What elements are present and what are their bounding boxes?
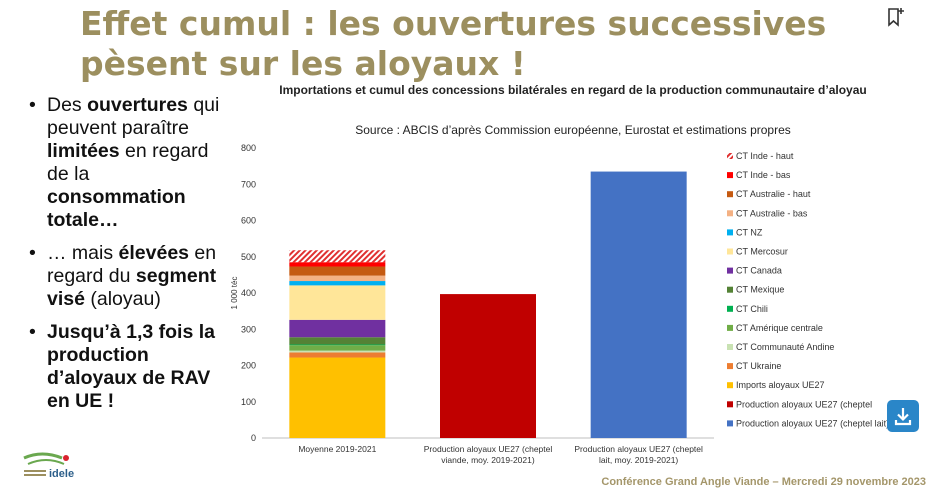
legend-swatch xyxy=(727,305,733,312)
y-axis-label: 1 000 téc xyxy=(230,277,239,310)
legend-label: CT NZ xyxy=(736,227,763,237)
legend-swatch xyxy=(727,420,733,427)
svg-text:idele: idele xyxy=(49,468,74,480)
bar-segment xyxy=(289,319,386,338)
legend-label: Production aloyaux UE27 (cheptel xyxy=(736,399,872,409)
y-tick-label: 700 xyxy=(241,179,256,189)
bar-segment xyxy=(289,285,386,320)
bullet-item: Jusqu’à 1,3 fois la production d’aloyaux… xyxy=(25,321,225,413)
legend-label: CT Inde - haut xyxy=(736,151,794,161)
y-tick-label: 100 xyxy=(241,397,256,407)
bar-segment xyxy=(289,337,386,345)
download-icon xyxy=(894,408,912,426)
legend-swatch xyxy=(727,248,733,255)
x-tick-label: lait, moy. 2019-2021) xyxy=(599,455,678,465)
legend-label: CT Communauté Andine xyxy=(736,342,834,352)
bar-segment xyxy=(289,345,386,351)
legend-label: CT Chili xyxy=(736,304,768,314)
x-tick-label: Production aloyaux UE27 (cheptel xyxy=(574,444,703,454)
bullet-list: Des ouvertures qui peuvent paraître limi… xyxy=(25,94,225,423)
idele-logo: idele xyxy=(18,446,88,490)
bullet-text: segment visé xyxy=(47,265,217,310)
legend-swatch xyxy=(727,363,733,370)
legend-swatch xyxy=(727,172,733,179)
legend-label: CT Amérique centrale xyxy=(736,323,823,333)
y-tick-label: 0 xyxy=(251,433,256,443)
x-tick-label: viande, moy. 2019-2021) xyxy=(441,455,535,465)
bar-segment xyxy=(289,275,386,282)
slide-title: Effet cumul : les ouvertures successives… xyxy=(80,4,827,83)
legend-swatch xyxy=(727,267,733,274)
bookmark-icon[interactable] xyxy=(884,6,906,28)
legend-label: Imports aloyaux UE27 xyxy=(736,380,825,390)
chart-title: Importations et cumul des concessions bi… xyxy=(279,83,867,97)
bullet-text: Jusqu’à 1,3 fois la production d’aloyaux… xyxy=(47,321,215,412)
bullet-text: en regard de la xyxy=(47,140,209,185)
legend-label: CT Australie - haut xyxy=(736,189,811,199)
x-tick-label: Production aloyaux UE27 (cheptel xyxy=(424,444,553,454)
legend-swatch xyxy=(727,153,733,159)
bar-segment xyxy=(289,350,386,353)
bullet-item: Des ouvertures qui peuvent paraître limi… xyxy=(25,94,225,232)
bullet-item: … mais élevées en regard du segment visé… xyxy=(25,242,225,311)
bar-segment xyxy=(289,357,386,438)
legend-swatch xyxy=(727,286,733,293)
legend-swatch xyxy=(727,229,733,236)
y-tick-label: 600 xyxy=(241,216,256,226)
bar-segment xyxy=(289,352,386,358)
legend-label: CT Canada xyxy=(736,266,782,276)
legend-label: CT Ukraine xyxy=(736,361,781,371)
download-button[interactable] xyxy=(887,400,919,432)
legend-swatch xyxy=(727,324,733,331)
legend-swatch xyxy=(727,191,733,198)
bullet-text: élevées xyxy=(118,242,190,264)
bar-segment xyxy=(590,171,687,438)
bar-segment xyxy=(440,294,536,438)
y-tick-label: 400 xyxy=(241,288,256,298)
footer-text: Conférence Grand Angle Viande – Mercredi… xyxy=(601,476,926,488)
bar-segment xyxy=(289,266,386,276)
bullet-text: Des xyxy=(47,94,88,116)
bullet-text: … mais xyxy=(47,242,119,264)
bullet-text: consommation totale… xyxy=(47,186,186,231)
bullet-text: limitées xyxy=(47,140,120,162)
bar-segment xyxy=(289,262,386,267)
bullet-text: (aloyau) xyxy=(84,288,161,310)
y-tick-label: 500 xyxy=(241,252,256,262)
legend-label: CT Mexique xyxy=(736,285,784,295)
chart-subtitle: Source : ABCIS d’après Commission europé… xyxy=(355,123,791,137)
legend-swatch xyxy=(727,344,733,350)
bar-segment xyxy=(289,344,386,346)
x-tick-label: Moyenne 2019-2021 xyxy=(298,444,376,454)
bar-segment xyxy=(289,281,386,286)
legend-swatch xyxy=(727,210,733,217)
legend-label: CT Mercosur xyxy=(736,247,788,257)
y-tick-label: 200 xyxy=(241,361,256,371)
legend-swatch xyxy=(727,401,733,408)
bar-segment xyxy=(289,250,386,263)
legend-swatch xyxy=(727,382,733,389)
bullet-text: ouvertures xyxy=(87,94,188,116)
y-tick-label: 800 xyxy=(241,143,256,153)
legend-label: CT Inde - bas xyxy=(736,170,791,180)
bullet-text: en regard du xyxy=(47,242,217,287)
legend-label: CT Australie - bas xyxy=(736,208,808,218)
legend-label: Production aloyaux UE27 (cheptel lait) xyxy=(736,418,889,428)
bullet-text: qui peuvent paraître xyxy=(47,94,220,139)
y-tick-label: 300 xyxy=(241,324,256,334)
